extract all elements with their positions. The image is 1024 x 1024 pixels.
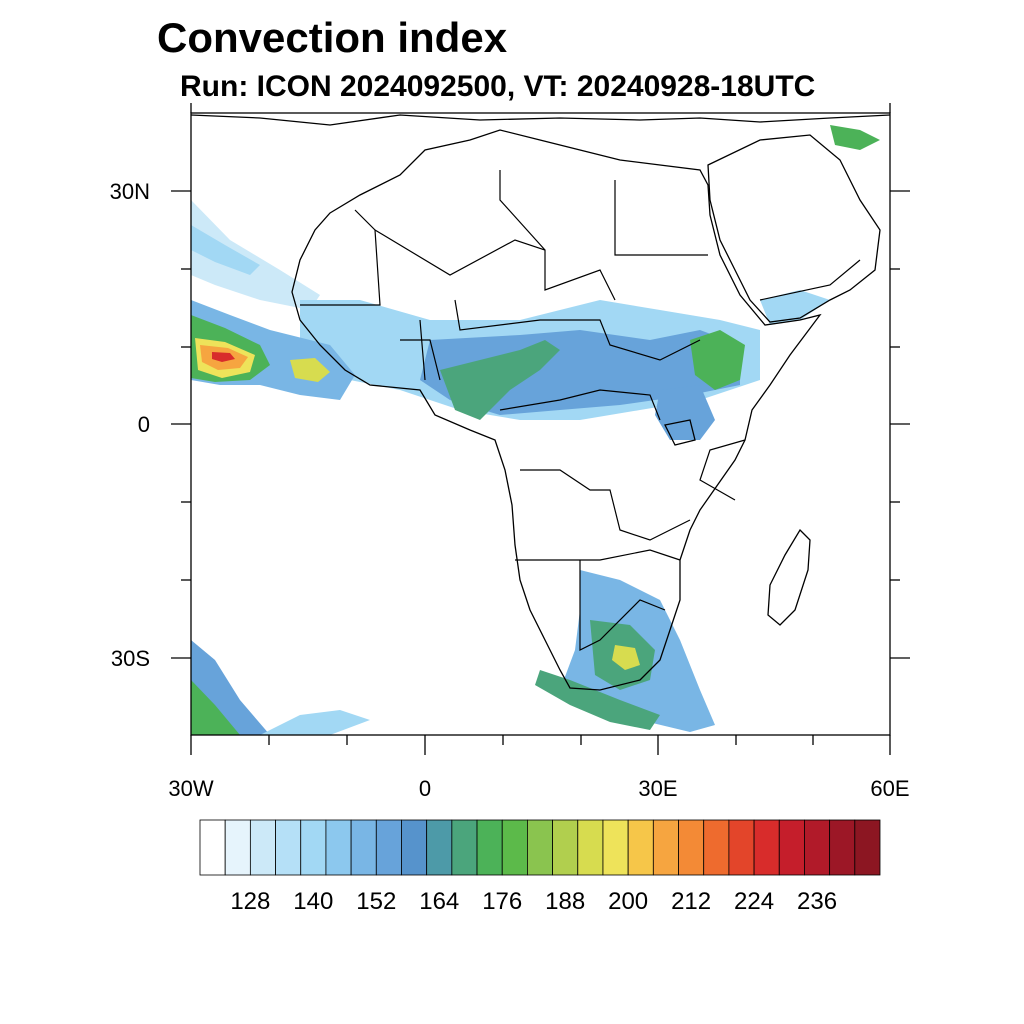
- border-5: [454, 299, 701, 361]
- border-3: [499, 170, 546, 251]
- colorbar-swatch: [678, 819, 705, 876]
- lon-label-0: 0: [418, 776, 432, 801]
- colorbar-swatch: [350, 819, 377, 876]
- colorbar-tick-label: 140: [293, 888, 334, 915]
- colorbar-swatch: [829, 819, 856, 876]
- colorbar-swatch: [527, 819, 553, 876]
- border-9: [579, 560, 666, 651]
- colorbar-swatch: [325, 819, 352, 876]
- colorbar-swatch: [778, 819, 805, 876]
- convection-area-hotspot-red: [212, 352, 235, 362]
- colorbar-swatch: [652, 819, 679, 876]
- chart-subtitle: Run: ICON 2024092500, VT: 20240928-18UTC: [180, 70, 816, 103]
- convection-area-south-ocean-band: [535, 670, 660, 730]
- border-4: [614, 180, 708, 256]
- colorbar-swatch: [199, 819, 226, 876]
- colorbar-swatch: [728, 819, 755, 876]
- lat-label-0: 0: [137, 412, 150, 437]
- border-1: [300, 209, 381, 306]
- convection-area-atlantic-north: [191, 200, 320, 310]
- colorbar-tick-label: 176: [482, 888, 523, 915]
- lat-label-30s: 30S: [110, 646, 150, 671]
- chart-title: Convection index: [157, 14, 508, 61]
- colorbar-swatch: [552, 819, 579, 876]
- border-8: [515, 549, 681, 561]
- colorbar: [199, 819, 881, 876]
- coastline-arabia: [707, 134, 881, 323]
- border-12: [759, 259, 861, 301]
- colorbar-swatch: [249, 819, 276, 876]
- colorbar-swatch: [451, 819, 478, 876]
- colorbar-swatch: [854, 819, 881, 876]
- lake-victoria: [664, 419, 696, 446]
- coastline-europe: [190, 114, 891, 126]
- colorbar-swatch: [426, 819, 453, 876]
- plot-frame: [190, 112, 891, 736]
- convection-area-southwest-green: [191, 680, 240, 735]
- colorbar-tick-label: 224: [734, 888, 775, 915]
- colorbar-swatch: [300, 819, 327, 876]
- lon-label-30w: 30W: [168, 776, 214, 801]
- colorbar-tick-label: 128: [230, 888, 271, 915]
- convection-area-gulf-guinea: [440, 340, 560, 420]
- colorbar-tick-label: 152: [356, 888, 397, 915]
- border-11: [699, 439, 746, 501]
- colorbar-tick-label: 236: [797, 888, 838, 915]
- lat-label-30n: 30N: [109, 179, 150, 204]
- lon-label-30e: 30E: [638, 776, 678, 801]
- colorbar-swatch: [804, 819, 831, 876]
- colorbar-tick-label: 212: [671, 888, 712, 915]
- colorbar-swatch: [501, 819, 528, 876]
- colorbar-tick-label: 164: [419, 888, 460, 915]
- border-10: [400, 319, 441, 381]
- lon-label-60e: 60E: [870, 776, 910, 801]
- colorbar-tick-label: 188: [545, 888, 586, 915]
- axis-ticks: [171, 103, 910, 755]
- country-borders: [300, 170, 861, 651]
- convection-area-southwest-band: [260, 710, 370, 735]
- colorbar-swatch: [375, 819, 402, 876]
- border-6: [499, 389, 661, 421]
- colorbar-swatch: [703, 819, 730, 876]
- colorbar-swatch: [476, 819, 503, 876]
- convection-area-northeast: [830, 125, 880, 150]
- colorbar-swatch: [401, 819, 428, 876]
- colorbar-swatch: [577, 819, 604, 876]
- convection-area-arabia: [760, 290, 830, 325]
- convection-area-atlantic-north-2: [191, 225, 260, 275]
- convection-area-south-africa-yellow: [612, 645, 640, 670]
- convection-area-ethiopia: [690, 330, 745, 390]
- colorbar-swatch: [224, 819, 251, 876]
- colorbar-swatch: [602, 819, 629, 876]
- convection-area-coast-yellow: [290, 358, 330, 382]
- coastline-madagascar: [767, 528, 811, 626]
- colorbar-tick-label: 200: [608, 888, 649, 915]
- convection-field: [191, 125, 880, 735]
- colorbar-swatch: [753, 819, 780, 876]
- colorbar-swatch: [275, 819, 302, 876]
- border-7: [520, 469, 691, 541]
- border-2: [374, 229, 616, 301]
- colorbar-swatch: [627, 819, 654, 876]
- convection-area-east-africa: [655, 385, 715, 440]
